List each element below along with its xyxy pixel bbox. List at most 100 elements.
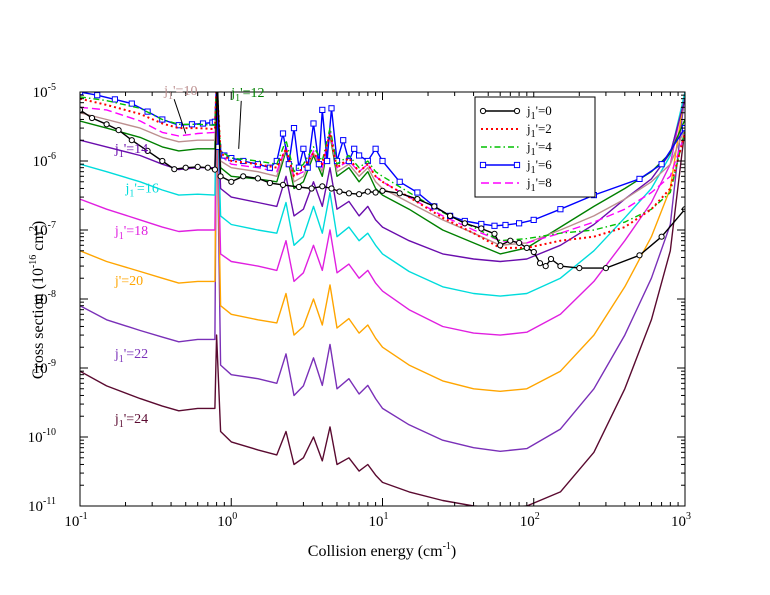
series-12 [80, 128, 685, 506]
point-0-11 [211, 166, 218, 173]
y-tick-label-6: 10-5 [33, 82, 56, 101]
point-0-45 [576, 265, 583, 272]
tick-layer: 10-1 100 101 102 103 10-11 10-10 10-9 10-8 10-7 10… [28, 82, 691, 530]
point-0-46 [602, 265, 610, 272]
point-0-47 [636, 252, 643, 259]
point-0-13 [217, 173, 224, 180]
series-line-10 [80, 92, 685, 392]
point-3-28 [324, 157, 331, 165]
legend-item-4: j1'=8 [481, 175, 552, 194]
point-0-1 [88, 114, 96, 122]
legend-label-3: j1'=6 [526, 157, 552, 176]
legend-marker [513, 107, 521, 115]
point-3-38 [396, 178, 403, 185]
point-3-33 [351, 145, 358, 152]
point-3-24 [304, 164, 311, 171]
point-3-37 [379, 157, 386, 165]
y-tick-label-4: 10-7 [33, 220, 56, 239]
point-0-12 [215, 79, 220, 84]
point-3-21 [290, 125, 298, 132]
y-tick-label-5: 10-6 [33, 151, 56, 170]
curve-label-2: j1'=14 [114, 142, 148, 160]
legend-marker [513, 161, 521, 169]
y-axis-title-mid: cm [30, 231, 47, 255]
annotation-leader-0 [173, 98, 187, 134]
point-3-23 [300, 145, 307, 152]
point-0-14 [228, 178, 235, 185]
y-tick-label-0: 10-11 [28, 496, 56, 515]
point-0-3 [115, 127, 122, 134]
point-3-6 [175, 122, 182, 129]
legend-item-2: j1'=4 [481, 139, 552, 158]
point-0-41 [536, 260, 544, 267]
curve-label-1: j1'=12 [230, 86, 264, 104]
legend-label-0: j1'=0 [526, 103, 552, 122]
legend-item-0: j1'=0 [479, 103, 552, 122]
point-3-39 [414, 189, 421, 196]
point-0-4 [128, 137, 135, 144]
point-0-27 [372, 189, 379, 196]
point-0-23 [336, 188, 343, 195]
point-0-6 [159, 157, 166, 165]
point-0-15 [240, 173, 247, 180]
point-0-37 [507, 237, 514, 244]
point-3-45 [502, 221, 509, 229]
x-axis-title-end: ) [451, 543, 456, 560]
y-axis-title-main: Cross section (10 [30, 268, 47, 379]
legend-label-2: j1'=4 [526, 139, 552, 158]
point-3-48 [557, 206, 564, 213]
point-3-1 [94, 92, 101, 99]
point-0-7 [171, 166, 178, 173]
point-3-36 [372, 145, 379, 152]
point-0-5 [144, 147, 151, 154]
point-3-31 [340, 137, 347, 144]
point-0-21 [319, 183, 326, 190]
point-3-51 [658, 161, 665, 168]
point-3-3 [128, 100, 135, 107]
point-3-44 [491, 222, 498, 229]
curve-label-7: j1'=24 [114, 412, 148, 430]
point-0-22 [328, 185, 335, 192]
point-0-8 [182, 164, 189, 171]
point-3-19 [279, 130, 287, 137]
x-axis-title: Collision energy (cm-1) [308, 541, 456, 560]
point-3-32 [345, 157, 352, 165]
x-tick-label-1: 100 [217, 511, 237, 530]
series-8 [80, 92, 685, 297]
point-0-48 [658, 233, 665, 240]
curve-label-6: j1'=22 [114, 347, 148, 365]
point-0-36 [497, 242, 504, 249]
curve-label-3: j1'=16 [125, 181, 159, 199]
series-11 [80, 92, 685, 452]
point-0-43 [547, 255, 555, 263]
y-tick-label-1: 10-10 [28, 427, 56, 446]
point-3-15 [240, 157, 247, 165]
point-0-18 [279, 181, 287, 188]
point-0-39 [523, 244, 530, 251]
point-3-46 [516, 220, 523, 227]
legend-marker [479, 107, 487, 115]
series-line-2 [80, 92, 685, 242]
point-3-29 [328, 105, 335, 112]
point-0-31 [431, 203, 438, 210]
y-axis-title: Cross section (10-16 cm2) [28, 221, 47, 379]
point-3-25 [310, 120, 317, 127]
point-0-32 [447, 212, 454, 219]
point-0-17 [266, 179, 273, 187]
point-0-40 [530, 248, 537, 256]
point-0-2 [103, 121, 110, 128]
curve-label-0: j1'=10 [163, 84, 197, 102]
point-0-25 [356, 191, 363, 198]
series-10 [80, 92, 685, 392]
x-axis-title-sup: -1 [443, 541, 451, 552]
point-3-17 [266, 164, 273, 171]
x-axis-title-main: Collision energy (cm [308, 543, 443, 560]
point-0-35 [491, 230, 498, 237]
legend-marker [479, 161, 487, 169]
y-axis-title-sup1: -16 [28, 255, 39, 268]
series-9 [80, 92, 685, 336]
point-0-44 [557, 263, 564, 270]
point-0-29 [396, 190, 403, 197]
series-0 [80, 79, 685, 272]
